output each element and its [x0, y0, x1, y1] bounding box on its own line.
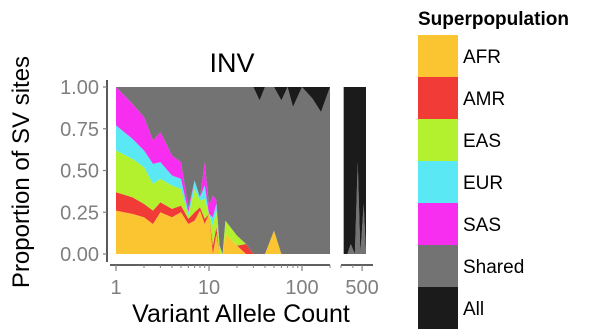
- area-amr: [116, 192, 330, 254]
- y-tick-label: 0.75: [60, 119, 99, 141]
- area-shared: [116, 87, 330, 254]
- area-afr: [116, 210, 330, 254]
- plot-panel-main: [116, 87, 330, 254]
- area-all: [343, 87, 366, 254]
- area-eas: [116, 150, 330, 254]
- legend-swatch-shared: [418, 245, 458, 287]
- y-axis-label: Proportion of SV sites: [8, 56, 35, 288]
- legend-swatch-eas: [418, 119, 458, 161]
- legend-label-afr: AFR: [463, 47, 501, 68]
- legend-swatch-eur: [418, 161, 458, 203]
- legend: Superpopulation AFR AMR EAS EUR SAS Shared All: [418, 9, 569, 329]
- axes: 0.00 0.25 0.50 0.75 1.00 1 10 100 500: [60, 77, 379, 299]
- y-tick-label: 0.50: [60, 161, 99, 183]
- plot-panel-broken-axis: [341, 87, 366, 254]
- x-tick-label: 1: [110, 277, 121, 299]
- legend-label-amr: AMR: [463, 89, 505, 110]
- legend-swatch-sas: [418, 203, 458, 245]
- legend-label-eas: EAS: [463, 131, 501, 152]
- legend-title: Superpopulation: [418, 9, 569, 30]
- x-axis-label: Variant Allele Count: [132, 300, 350, 328]
- x-tick-label: 100: [285, 277, 318, 299]
- x-tick-label: 500: [345, 277, 378, 299]
- y-tick-label: 0.25: [60, 202, 99, 224]
- x-tick-label: 10: [198, 277, 220, 299]
- area-all: [116, 87, 330, 113]
- y-tick-label: 0.00: [60, 244, 99, 266]
- legend-label-eur: EUR: [463, 173, 503, 194]
- legend-swatch-amr: [418, 77, 458, 119]
- legend-swatch-afr: [418, 35, 458, 77]
- y-tick-label: 1.00: [60, 77, 99, 99]
- legend-label-all: All: [463, 299, 484, 320]
- chart-title: INV: [209, 48, 254, 78]
- legend-label-sas: SAS: [463, 215, 501, 236]
- legend-label-shared: Shared: [463, 257, 524, 278]
- legend-swatch-all: [418, 287, 458, 329]
- area-shared: [343, 162, 366, 254]
